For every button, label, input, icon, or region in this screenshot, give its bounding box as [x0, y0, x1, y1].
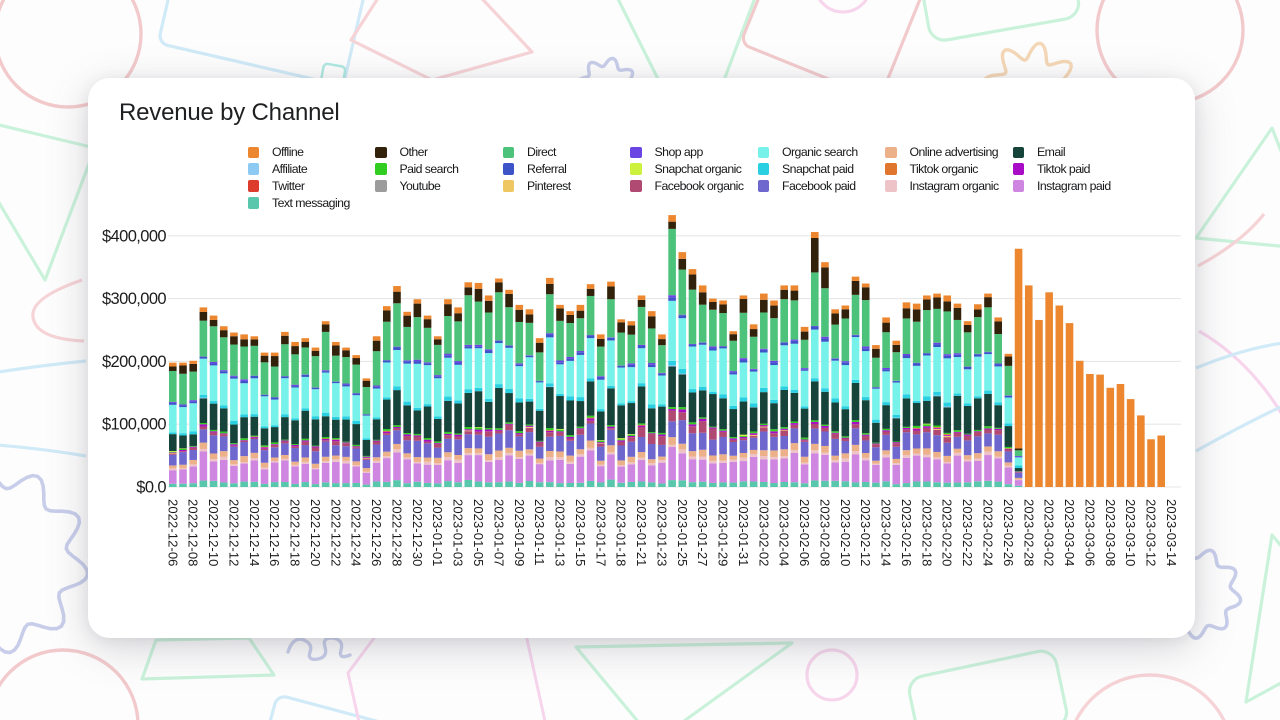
svg-text:2022-12-16: 2022-12-16 [267, 499, 282, 567]
svg-text:2023-02-04: 2023-02-04 [777, 499, 792, 567]
svg-text:2023-02-26: 2023-02-26 [1001, 499, 1016, 567]
svg-text:2023-03-14: 2023-03-14 [1164, 499, 1179, 567]
svg-text:2023-01-09: 2023-01-09 [512, 499, 527, 567]
svg-text:2022-12-20: 2022-12-20 [308, 499, 323, 567]
svg-text:2023-02-02: 2023-02-02 [756, 499, 771, 567]
svg-text:$300,000: $300,000 [102, 290, 166, 308]
svg-text:2023-01-31: 2023-01-31 [736, 499, 751, 567]
svg-text:2023-01-27: 2023-01-27 [695, 499, 710, 567]
svg-text:2022-12-14: 2022-12-14 [247, 499, 262, 567]
svg-text:2023-03-04: 2023-03-04 [1062, 499, 1077, 567]
svg-text:2022-12-08: 2022-12-08 [186, 499, 201, 567]
svg-text:2023-01-15: 2023-01-15 [573, 499, 588, 567]
svg-text:2022-12-24: 2022-12-24 [349, 499, 364, 567]
svg-text:2023-01-07: 2023-01-07 [491, 499, 506, 567]
svg-text:2022-12-10: 2022-12-10 [206, 499, 221, 567]
svg-text:$200,000: $200,000 [102, 353, 166, 371]
svg-text:2023-02-06: 2023-02-06 [797, 499, 812, 567]
svg-text:2023-03-10: 2023-03-10 [1123, 499, 1138, 567]
svg-text:2023-01-03: 2023-01-03 [451, 499, 466, 567]
svg-text:$400,000: $400,000 [102, 227, 166, 245]
svg-text:2023-03-12: 2023-03-12 [1144, 499, 1159, 567]
svg-text:2023-01-17: 2023-01-17 [593, 499, 608, 567]
svg-text:2023-01-23: 2023-01-23 [654, 499, 669, 567]
svg-text:$100,000: $100,000 [102, 416, 166, 434]
svg-text:2022-12-26: 2022-12-26 [369, 499, 384, 567]
svg-text:2023-03-08: 2023-03-08 [1103, 499, 1118, 567]
svg-text:2023-01-18: 2023-01-18 [614, 499, 629, 567]
svg-text:2023-03-06: 2023-03-06 [1082, 499, 1097, 567]
svg-text:2023-01-05: 2023-01-05 [471, 499, 486, 567]
svg-text:2023-01-29: 2023-01-29 [716, 499, 731, 567]
svg-text:2023-02-20: 2023-02-20 [940, 499, 955, 567]
svg-text:2023-02-24: 2023-02-24 [981, 499, 996, 567]
svg-text:2023-02-08: 2023-02-08 [818, 499, 833, 567]
svg-text:2023-02-28: 2023-02-28 [1021, 499, 1036, 567]
svg-text:2022-12-18: 2022-12-18 [288, 499, 303, 567]
svg-text:$0.0: $0.0 [136, 479, 166, 497]
svg-text:2023-01-13: 2023-01-13 [553, 499, 568, 567]
svg-text:2023-02-10: 2023-02-10 [838, 499, 853, 567]
svg-text:2022-12-22: 2022-12-22 [328, 499, 343, 567]
svg-text:2022-12-30: 2022-12-30 [410, 499, 425, 567]
svg-text:2023-02-18: 2023-02-18 [919, 499, 934, 567]
svg-text:2023-02-22: 2023-02-22 [960, 499, 975, 567]
svg-text:2022-12-06: 2022-12-06 [165, 499, 180, 567]
svg-text:2023-01-11: 2023-01-11 [532, 499, 547, 566]
svg-text:2023-02-12: 2023-02-12 [858, 499, 873, 567]
svg-text:2023-03-02: 2023-03-02 [1042, 499, 1057, 567]
svg-text:2023-02-16: 2023-02-16 [899, 499, 914, 567]
svg-text:2023-01-21: 2023-01-21 [634, 499, 649, 567]
svg-text:2023-01-25: 2023-01-25 [675, 499, 690, 567]
svg-text:2022-12-12: 2022-12-12 [226, 499, 241, 567]
svg-text:2023-02-14: 2023-02-14 [879, 499, 894, 567]
svg-text:2022-12-28: 2022-12-28 [390, 499, 405, 567]
svg-text:2023-01-01: 2023-01-01 [430, 499, 445, 567]
